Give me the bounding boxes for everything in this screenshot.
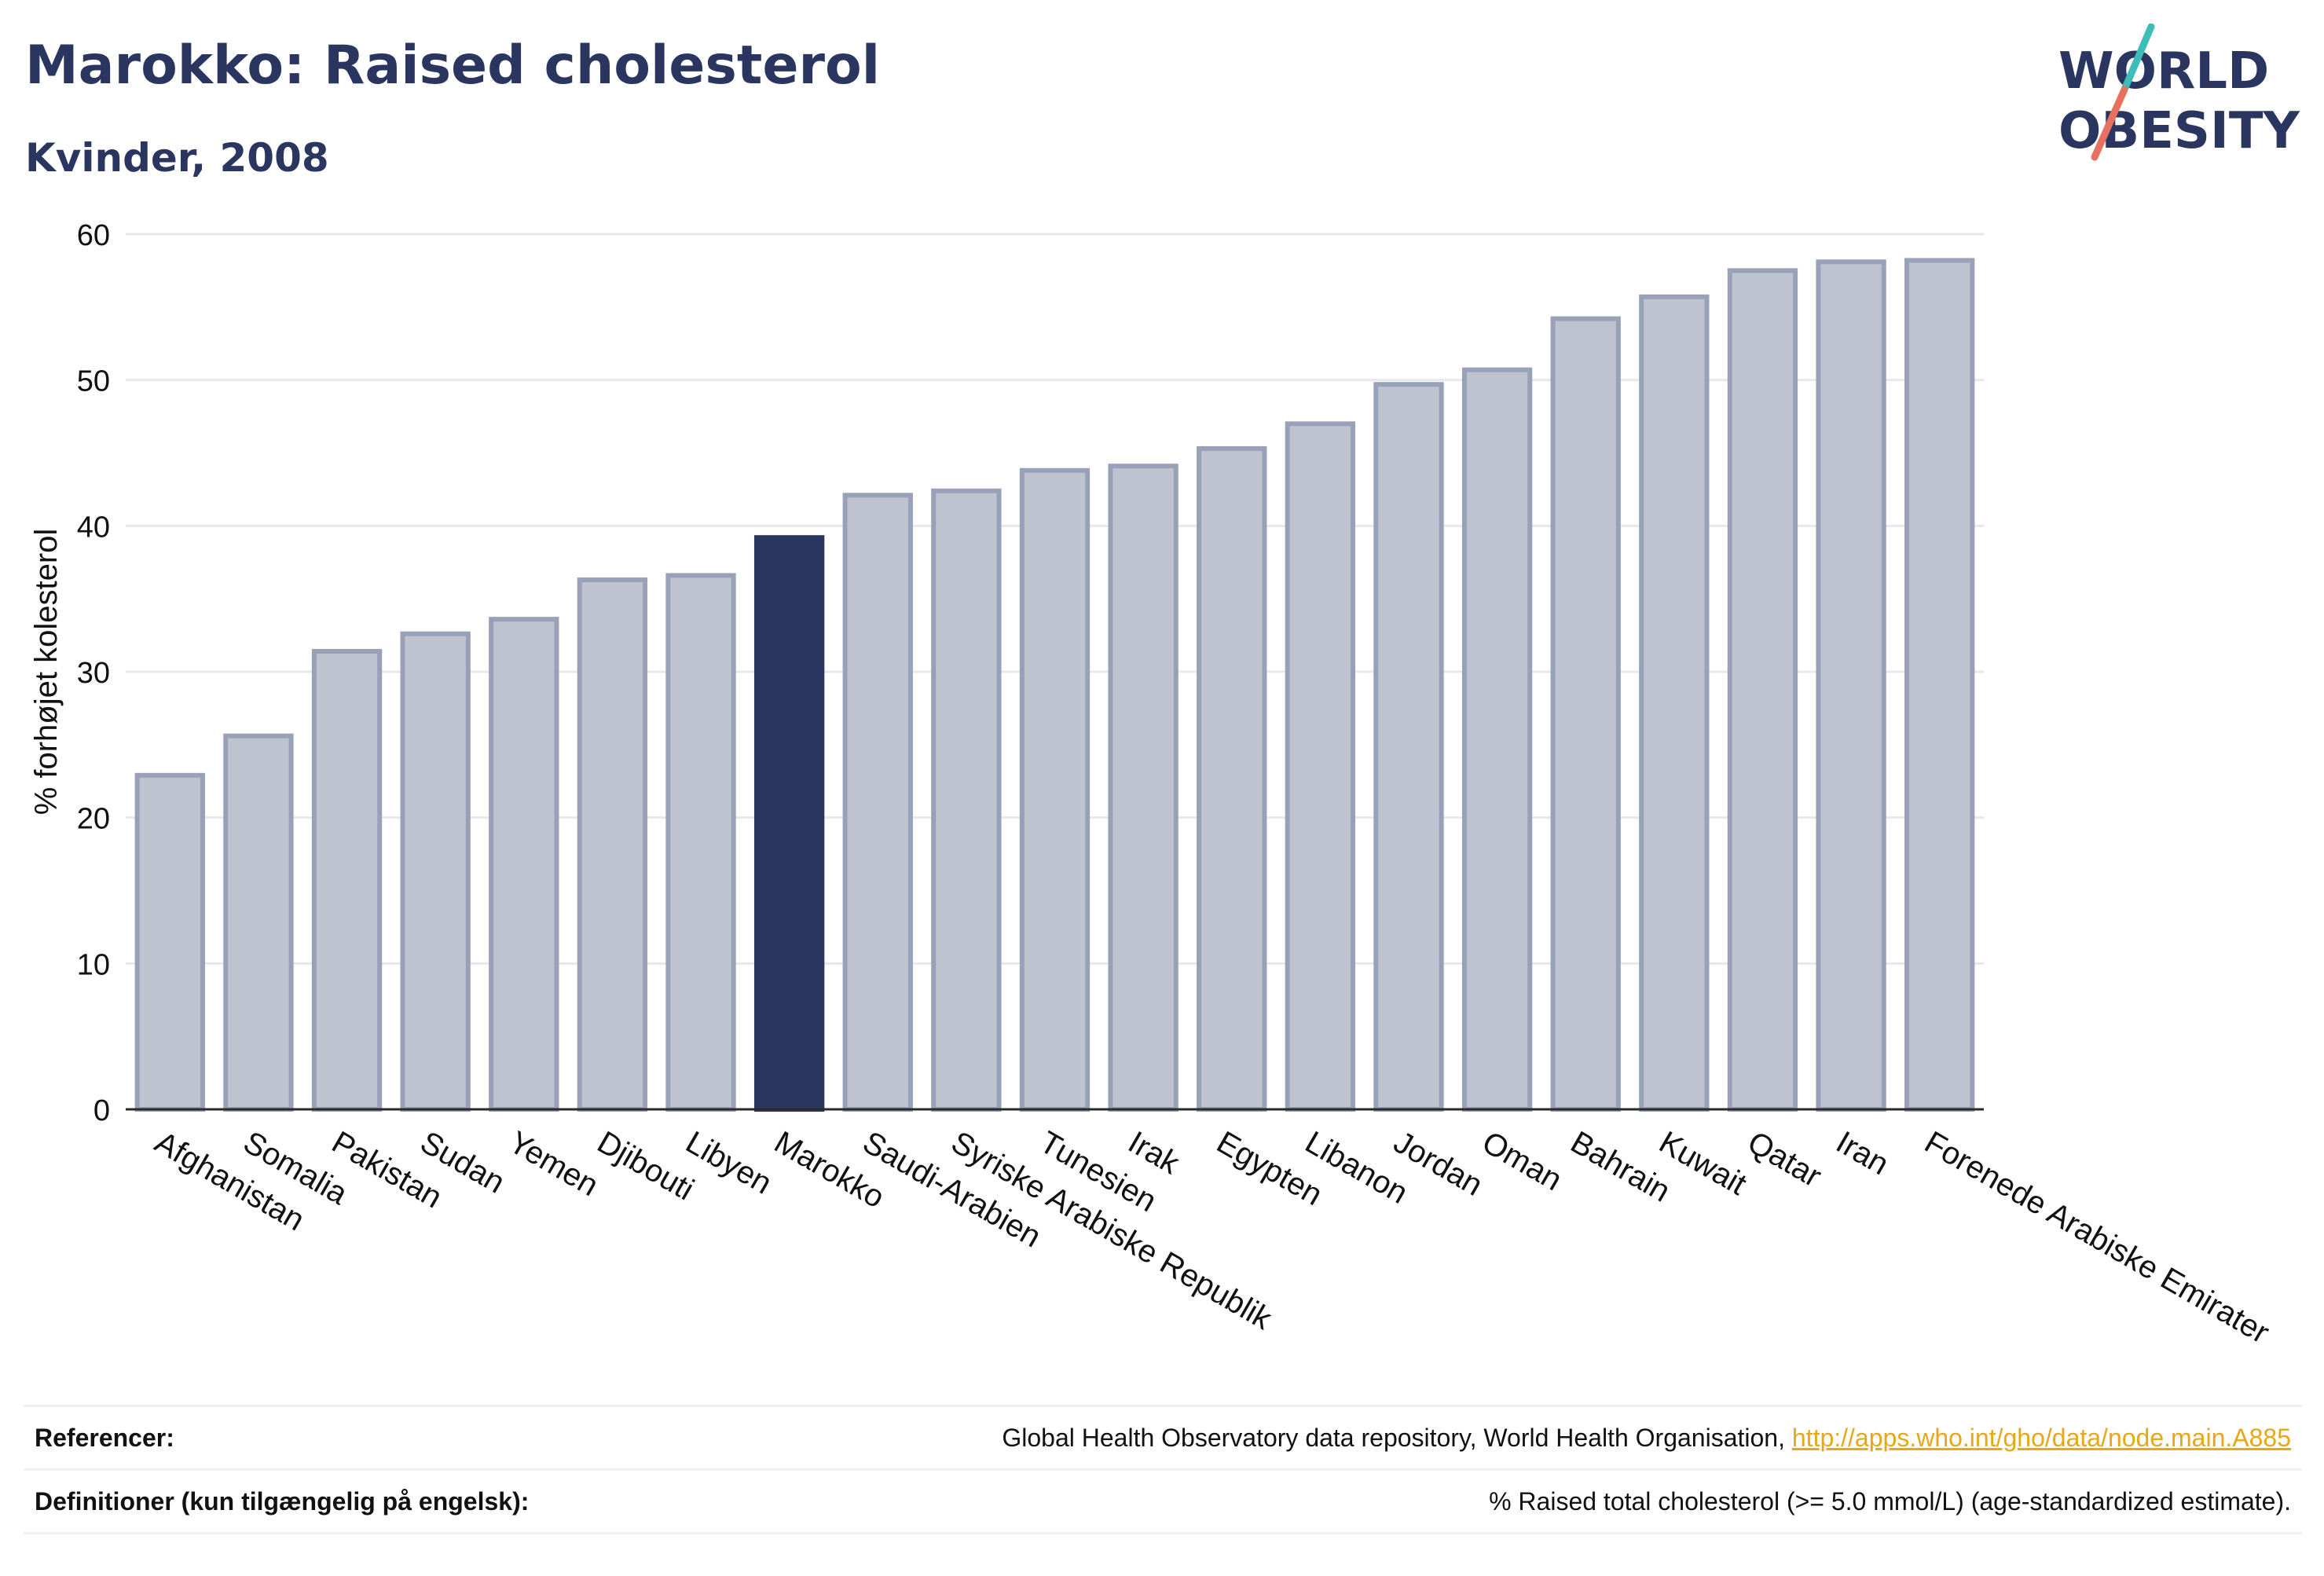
bar-kuwait	[1639, 294, 1710, 1112]
bar-bahrain	[1550, 316, 1621, 1112]
x-tick-label: Qatar	[1742, 1125, 1827, 1194]
page-subtitle: Kvinder, 2008	[25, 135, 329, 181]
bar-somalia	[223, 733, 294, 1112]
bar-djibouti	[577, 577, 648, 1112]
bars	[134, 258, 1975, 1112]
bar-tunesien	[1019, 467, 1091, 1112]
bar-afghanistan	[134, 772, 205, 1112]
references-row: Referencer: Global Health Observatory da…	[24, 1405, 2302, 1468]
y-axis-label: % forhøjet kolesterol	[29, 529, 64, 815]
logo-coral-stroke	[2091, 86, 2128, 161]
bar-qatar	[1727, 268, 1798, 1112]
y-tick-label: 50	[77, 365, 110, 398]
x-tick-labels: AfghanistanSomaliaPakistanSudanYemenDjib…	[149, 1125, 2275, 1351]
bar-syriske-arabiske-republik	[931, 488, 1002, 1112]
bar-irak	[1108, 464, 1178, 1112]
y-tick-label: 40	[77, 511, 110, 544]
y-tick-labels: 0 10 20 30 40 50 60	[77, 219, 110, 1127]
logo-teal-stroke	[2121, 24, 2155, 93]
y-tick-label: 30	[77, 657, 110, 690]
bar-jordan	[1373, 382, 1444, 1112]
references-value: Global Health Observatory data repositor…	[1002, 1424, 2291, 1453]
y-tick-label: 60	[77, 219, 110, 252]
x-tick-label: Oman	[1476, 1125, 1567, 1198]
bar-forenede-arabiske-emirater	[1904, 258, 1975, 1112]
bar-libyen	[665, 573, 736, 1112]
bar-oman	[1461, 367, 1533, 1112]
definitions-row: Definitioner (kun tilgængelig på engelsk…	[24, 1468, 2302, 1534]
world-obesity-logo: WORLD OBESITY	[2058, 24, 2300, 161]
x-tick-label: Forenede Arabiske Emirater	[1919, 1125, 2275, 1351]
x-tick-label: Libyen	[680, 1125, 778, 1201]
bar-saudi-arabien	[842, 493, 913, 1112]
bar-iran	[1816, 259, 1886, 1112]
definitions-value: % Raised total cholesterol (>= 5.0 mmol/…	[1489, 1486, 2291, 1516]
x-tick-label: Djibouti	[592, 1125, 700, 1208]
definitions-label: Definitioner (kun tilgængelig på engelsk…	[35, 1486, 530, 1516]
page-title: Marokko: Raised cholesterol	[25, 35, 881, 97]
bar-marokko	[753, 535, 825, 1112]
bar-yemen	[489, 617, 559, 1112]
logo-text-world: WORLD	[2058, 42, 2269, 101]
references-link[interactable]: http://apps.who.int/gho/data/node.main.A…	[1791, 1423, 2291, 1452]
y-tick-label: 20	[77, 803, 110, 836]
y-tick-label: 10	[77, 948, 110, 981]
x-tick-label: Bahrain	[1565, 1125, 1676, 1209]
x-tick-label: Iran	[1831, 1125, 1895, 1182]
bar-egypten	[1197, 445, 1267, 1112]
footer-table: Referencer: Global Health Observatory da…	[24, 1405, 2302, 1534]
bar-pakistan	[311, 649, 383, 1112]
references-label: Referencer:	[35, 1423, 174, 1452]
bar-chart: 0 10 20 30 40 50 60 AfghanistanSomaliaPakistan…	[29, 219, 2275, 1351]
bar-libanon	[1285, 421, 1356, 1112]
x-tick-label: Yemen	[503, 1125, 604, 1204]
y-tick-label: 0	[93, 1094, 110, 1127]
bar-sudan	[400, 631, 471, 1112]
references-text: Global Health Observatory data repositor…	[1002, 1423, 1785, 1452]
